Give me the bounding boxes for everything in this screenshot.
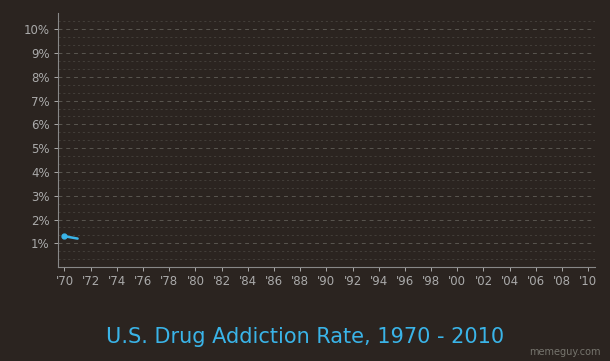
Text: memeguy.com: memeguy.com [529, 347, 601, 357]
Text: U.S. Drug Addiction Rate, 1970 - 2010: U.S. Drug Addiction Rate, 1970 - 2010 [106, 327, 504, 347]
